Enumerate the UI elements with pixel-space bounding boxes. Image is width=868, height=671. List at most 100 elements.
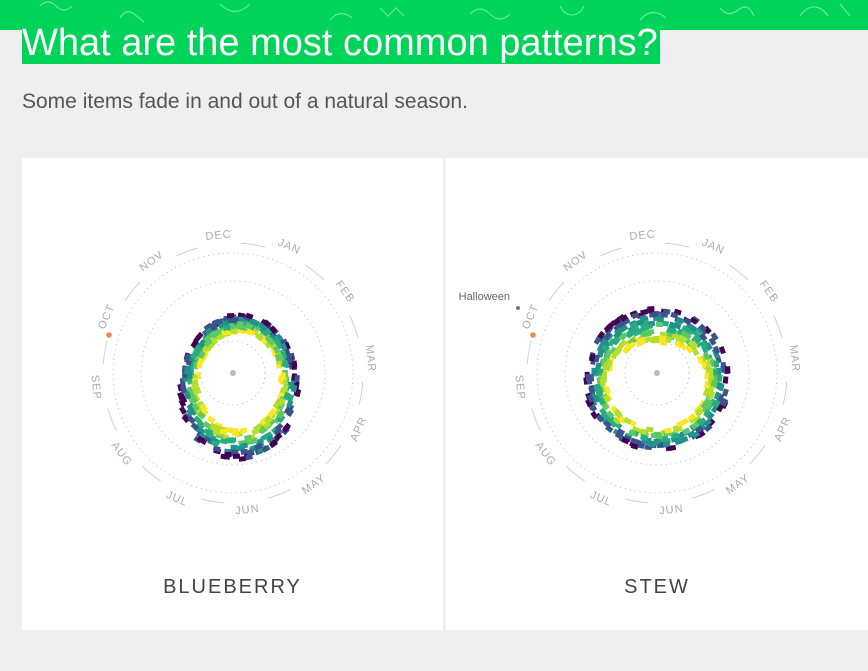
data-cell [722, 388, 729, 397]
month-tick-label: DEC [205, 228, 232, 243]
month-tick-label: APR [348, 415, 369, 443]
data-cell [705, 365, 712, 374]
month-ring-arc [325, 444, 342, 465]
data-cell [718, 383, 725, 392]
data-cell [674, 340, 684, 349]
data-cell [693, 415, 702, 424]
data-cell [681, 325, 690, 334]
month-tick-label: MAR [787, 344, 802, 373]
month-ring-arc [175, 247, 198, 257]
data-cell [196, 360, 203, 369]
data-cell [680, 330, 689, 339]
data-cell [264, 431, 273, 440]
data-cell [612, 317, 621, 326]
data-cell [668, 321, 678, 329]
data-cell [278, 375, 284, 383]
data-cell [224, 451, 232, 458]
month-ring-arc [665, 242, 690, 248]
data-cell [687, 412, 697, 422]
data-cell [194, 422, 204, 432]
month-tick-label: DEC [629, 228, 656, 243]
data-cell [619, 314, 629, 323]
data-cell [696, 355, 704, 364]
chart-card-blueberry: JAN FEB MAR APR MAY JUN JUL AUG SEP OCT NOV DEC BLU… [22, 158, 443, 630]
data-cell [619, 324, 629, 333]
data-cell [291, 362, 297, 370]
data-cell [222, 324, 231, 331]
data-cell [256, 445, 265, 454]
data-cell [225, 437, 233, 444]
month-tick-label: AUG [533, 440, 558, 469]
data-cell [676, 316, 685, 325]
data-cell [611, 349, 620, 358]
data-cell [694, 425, 704, 434]
data-cell [643, 336, 652, 344]
data-cell [658, 335, 667, 342]
data-cell [193, 344, 202, 354]
data-cell [190, 422, 200, 431]
data-cell [662, 441, 671, 447]
data-cell [623, 416, 632, 425]
annotation-dot [516, 306, 520, 310]
data-cell [713, 368, 719, 376]
data-cell [719, 397, 727, 407]
data-cell [185, 408, 195, 417]
data-cell [226, 313, 235, 319]
data-cell [687, 430, 696, 439]
data-cell [647, 441, 656, 448]
data-cell [606, 410, 615, 419]
data-cell [596, 385, 604, 395]
data-cell [269, 325, 278, 334]
data-cell [190, 395, 198, 404]
month-tick-label: FEB [333, 278, 357, 305]
data-cell [228, 317, 236, 324]
data-cell [240, 442, 249, 449]
month-ring-arc [599, 247, 622, 257]
data-cell [689, 316, 699, 325]
data-cell [199, 403, 208, 413]
month-ring-arc [749, 444, 766, 465]
data-cell [683, 317, 692, 326]
data-cell [205, 342, 215, 351]
data-cell [286, 408, 295, 418]
data-cell [283, 406, 292, 415]
data-cell [597, 348, 605, 357]
data-cell [603, 323, 613, 333]
month-tick-label: AUG [109, 440, 134, 469]
data-cell [243, 434, 252, 442]
month-ring-arc [358, 381, 364, 406]
data-cell [690, 421, 700, 430]
month-tick-label: NOV [561, 249, 590, 274]
data-cell [623, 434, 632, 443]
guide-ring [200, 340, 266, 406]
data-cell [702, 351, 711, 361]
data-cell [664, 427, 672, 434]
data-cell [237, 312, 246, 319]
data-cell [246, 450, 255, 457]
data-cell [698, 323, 708, 333]
data-cell [713, 360, 720, 368]
month-tick-label: SEP [89, 374, 104, 400]
month-ring-arc [548, 281, 565, 302]
month-ring-arc [728, 264, 749, 281]
data-cell [239, 427, 248, 434]
data-cell [216, 333, 225, 341]
month-ring-arc [141, 465, 162, 482]
data-cell [267, 409, 276, 419]
data-cell [230, 444, 238, 450]
data-cell [588, 353, 596, 362]
data-cell [696, 325, 705, 335]
data-cell [197, 411, 206, 420]
guide-ring [536, 252, 778, 494]
data-cell [277, 410, 286, 419]
data-cell [261, 444, 271, 453]
page-title: What are the most common patterns? [22, 22, 660, 64]
data-cell [656, 316, 664, 323]
data-cell [265, 434, 275, 443]
data-cell [713, 391, 722, 400]
data-cell [245, 312, 254, 320]
data-cell [190, 339, 199, 349]
data-cell [645, 323, 653, 330]
data-cell [703, 418, 712, 427]
month-ring-arc [268, 489, 291, 499]
